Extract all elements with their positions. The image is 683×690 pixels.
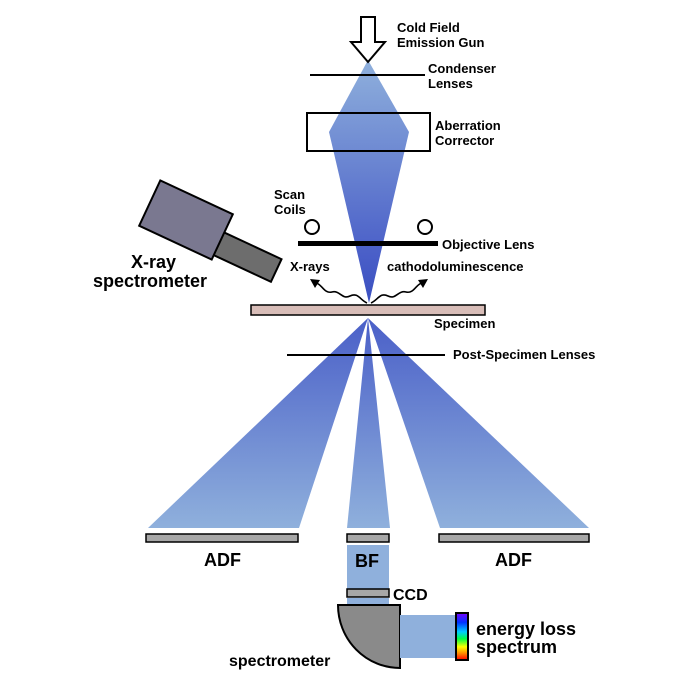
objective-lens-label: Objective Lens [442, 237, 534, 252]
scan-coils-label-line1: Scan [274, 187, 305, 202]
xray-spectrometer-label-line2: spectrometer [93, 271, 207, 291]
spectrometer-icon [336, 604, 401, 670]
adf-right-detector [438, 533, 590, 543]
condenser-label-line1: Condenser [428, 61, 496, 76]
scan-coil-right-icon [417, 219, 433, 235]
aberration-corrector-box [306, 112, 431, 152]
gun-arrow-icon [348, 16, 388, 64]
post-specimen-lenses-label: Post-Specimen Lenses [453, 347, 595, 362]
gun-label-line2: Emission Gun [397, 35, 484, 50]
adf-left-label: ADF [204, 550, 241, 570]
ccd-label: CCD [393, 587, 428, 604]
xray-arrowhead-icon [310, 279, 320, 288]
bf-transmitted-beam [347, 545, 389, 589]
cathodoluminescence-wave [370, 282, 423, 304]
xray-emission-wave [315, 282, 368, 304]
specimen-label: Specimen [434, 316, 495, 331]
ccd-detector [346, 588, 390, 598]
scan-coil-left-icon [304, 219, 320, 235]
energy-loss-label-line1: energy loss [476, 619, 576, 639]
xray-spectrometer-label-line1: X-ray [131, 252, 176, 272]
aberration-label-line1: Aberration [435, 118, 501, 133]
cathodoluminescence-arrowhead-icon [418, 279, 428, 288]
condenser-label-line2: Lenses [428, 76, 473, 91]
energy-loss-label-line2: spectrum [476, 637, 557, 657]
aberration-label-line2: Corrector [435, 133, 494, 148]
bf-beam [347, 318, 390, 528]
cathodoluminescence-label: cathodoluminescence [387, 259, 524, 274]
spectrometer-entrance-beam [347, 598, 389, 606]
objective-lens-bar [298, 241, 438, 246]
xray-spectrometer-icon [137, 179, 283, 284]
incident-beam [329, 60, 409, 303]
xrays-label: X-rays [290, 259, 330, 274]
adf-right-beam [368, 318, 589, 528]
specimen-plate [250, 304, 486, 316]
spectrometer-label: spectrometer [229, 653, 330, 670]
energy-loss-spectrum-bar [455, 612, 469, 661]
adf-left-beam [148, 318, 368, 528]
scan-coils-label-line2: Coils [274, 202, 306, 217]
adf-left-detector [145, 533, 299, 543]
bf-detector [346, 533, 390, 543]
dispersed-beam [400, 615, 456, 658]
bf-label: BF [355, 551, 379, 571]
gun-label-line1: Cold Field [397, 20, 460, 35]
adf-right-label: ADF [495, 550, 532, 570]
